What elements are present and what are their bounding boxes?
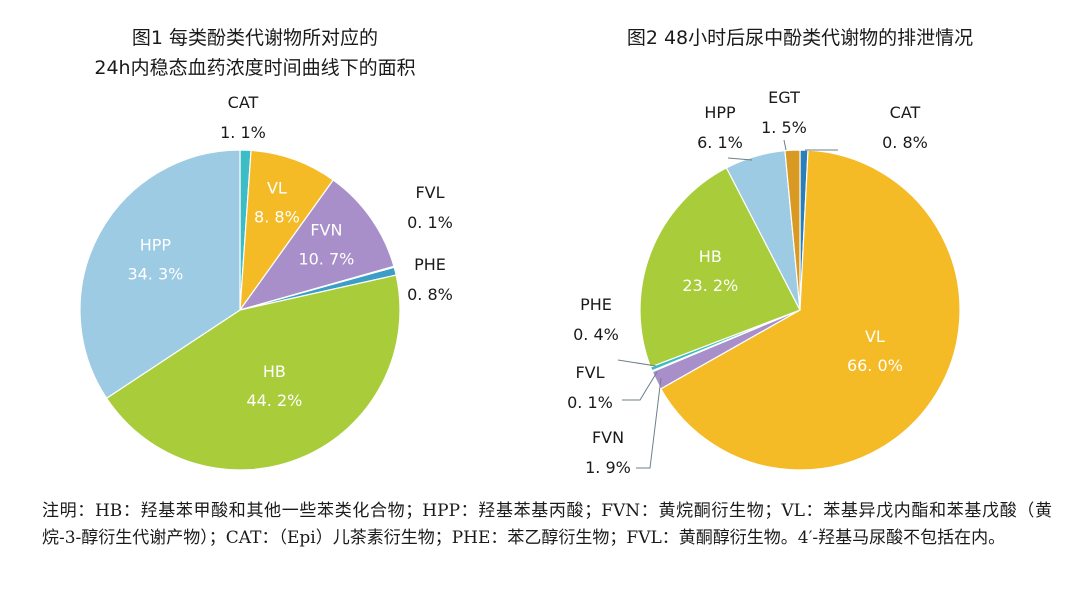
footnote: 注明：HB：羟基苯甲酸和其他一些苯类化合物；HPP：羟基苯基丙酸；FVN：黄烷酮… <box>42 501 1052 548</box>
slice-label-cat: CAT <box>890 103 921 122</box>
chart-2-slices <box>639 149 961 471</box>
slice-label-fvn: FVN <box>592 428 624 447</box>
slice-label-fvl: FVL <box>575 363 604 382</box>
chart-1-slices <box>79 149 401 471</box>
leader-line-hpp <box>727 157 753 161</box>
slice-value-vl: 66. 0% <box>847 356 903 375</box>
slice-label-hb: HB <box>699 247 722 266</box>
leader-line-phe <box>617 359 657 367</box>
slice-label-hpp: HPP <box>140 236 172 255</box>
slice-hpp <box>79 149 241 400</box>
slice-value-phe: 0. 4% <box>573 325 619 344</box>
slice-vl <box>239 149 335 313</box>
chart-1-title-line-1: 图1 每类酚类代谢物所对应的 <box>132 27 378 49</box>
slice-value-phe: 0. 8% <box>407 285 453 304</box>
leader-line-egt <box>783 139 787 151</box>
slice-label-fvn: FVN <box>310 220 342 239</box>
slice-value-hpp: 6. 1% <box>697 133 743 152</box>
slice-label-fvl: FVL <box>415 183 444 202</box>
chart-1-title-line-2: 24h内稳态血药浓度时间曲线下的面积 <box>94 57 415 79</box>
slice-fvn <box>238 179 395 312</box>
slice-egt <box>784 149 801 311</box>
slice-value-cat: 1. 1% <box>220 123 266 142</box>
slice-label-egt: EGT <box>768 88 800 107</box>
slice-value-hb: 44. 2% <box>246 391 302 410</box>
leader-line-fvl <box>622 371 658 401</box>
chart-1: 图1 每类酚类代谢物所对应的 24h内稳态血药浓度时间曲线下的面积 CAT 1. … <box>79 27 453 471</box>
slice-hb <box>105 274 401 471</box>
leader-line-fvn <box>636 377 662 469</box>
slice-label-phe: PHE <box>414 255 446 274</box>
slice-label-cat: CAT <box>228 93 259 112</box>
chart-2: 图2 48小时后尿中酚类代谢物的排泄情况 CAT 0. 8% VL 66. 0% FVN… <box>567 27 973 477</box>
chart-2-title-line-1: 图2 48小时后尿中酚类代谢物的排泄情况 <box>627 27 973 49</box>
slice-value-egt: 1. 5% <box>761 118 807 137</box>
slice-value-fvn: 10. 7% <box>298 249 354 268</box>
slice-value-vl: 8. 8% <box>254 208 300 227</box>
slice-label-vl: VL <box>865 327 885 346</box>
slice-label-hb: HB <box>263 362 286 381</box>
slice-label-phe: PHE <box>580 295 612 314</box>
slice-label-hpp: HPP <box>704 103 736 122</box>
slice-value-hb: 23. 2% <box>682 276 738 295</box>
slice-value-hpp: 34. 3% <box>127 265 183 284</box>
slice-value-cat: 0. 8% <box>882 133 928 152</box>
slice-hb <box>639 167 801 368</box>
slice-value-fvl: 0. 1% <box>407 213 453 232</box>
slice-vl <box>659 149 961 471</box>
slice-label-vl: VL <box>267 179 287 198</box>
slice-value-fvl: 0. 1% <box>567 393 613 412</box>
slice-value-fvn: 1. 9% <box>585 458 631 477</box>
